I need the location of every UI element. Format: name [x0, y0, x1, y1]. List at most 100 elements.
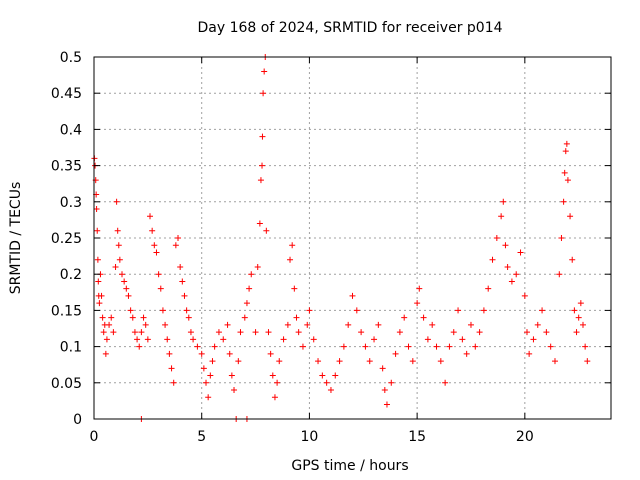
- data-point: [172, 242, 179, 249]
- data-point: [530, 336, 537, 343]
- data-point: [293, 314, 300, 321]
- data-point: [211, 343, 218, 350]
- data-point: [396, 329, 403, 336]
- data-point: [573, 329, 580, 336]
- data-point: [190, 336, 197, 343]
- data-point: [332, 372, 339, 379]
- data-point: [100, 329, 107, 336]
- data-point: [94, 256, 101, 263]
- data-point: [571, 307, 578, 314]
- data-point: [162, 321, 169, 328]
- y-axis-label: SRMTID / TECUs: [8, 182, 24, 295]
- data-point: [164, 336, 171, 343]
- data-point: [493, 235, 500, 241]
- data-point: [392, 350, 399, 357]
- data-point: [157, 285, 164, 292]
- y-tick-label: 0.35: [51, 159, 82, 175]
- data-point: [526, 350, 533, 357]
- data-point: [521, 292, 528, 299]
- data-point: [181, 292, 188, 299]
- data-point: [179, 278, 186, 285]
- data-point: [366, 358, 373, 365]
- data-point: [504, 263, 511, 270]
- data-point: [220, 336, 227, 343]
- data-point: [263, 227, 270, 234]
- data-point: [259, 133, 266, 140]
- data-point: [183, 307, 190, 314]
- data-point: [502, 242, 509, 249]
- data-point: [388, 379, 395, 386]
- data-point: [375, 321, 382, 328]
- data-point: [306, 307, 313, 314]
- data-point: [467, 321, 474, 328]
- y-tick-label: 0.45: [51, 86, 82, 102]
- data-point: [295, 329, 302, 336]
- data-point: [129, 314, 136, 321]
- data-point: [147, 213, 154, 220]
- data-point: [543, 329, 550, 336]
- data-point: [472, 343, 479, 350]
- x-tick-label: 20: [516, 429, 534, 445]
- data-point: [155, 271, 162, 278]
- data-point: [276, 358, 283, 365]
- data-point: [98, 292, 105, 299]
- data-point: [563, 140, 570, 147]
- data-point: [340, 343, 347, 350]
- data-point: [561, 169, 568, 176]
- data-point: [442, 379, 449, 386]
- data-point: [106, 321, 113, 328]
- data-point: [119, 271, 126, 278]
- data-point: [127, 307, 134, 314]
- data-point: [579, 321, 586, 328]
- data-point: [498, 213, 505, 220]
- data-point: [131, 329, 138, 336]
- data-point: [153, 249, 160, 256]
- data-point: [256, 220, 263, 227]
- y-tick-label: 0.4: [60, 122, 82, 138]
- data-point: [259, 162, 266, 169]
- data-point: [405, 343, 412, 350]
- data-point: [138, 329, 145, 336]
- data-point: [113, 198, 120, 205]
- data-point: [142, 321, 149, 328]
- data-point: [265, 329, 272, 336]
- data-point: [151, 242, 158, 249]
- data-point: [187, 329, 194, 336]
- data-point: [205, 394, 212, 401]
- data-point: [252, 329, 259, 336]
- data-point: [226, 350, 233, 357]
- data-point: [123, 285, 130, 292]
- data-point: [383, 401, 390, 408]
- data-point: [414, 300, 421, 307]
- data-point: [198, 350, 205, 357]
- data-point: [517, 249, 524, 256]
- grid-lines: [94, 57, 611, 419]
- data-point: [200, 365, 207, 372]
- data-point: [110, 329, 117, 336]
- data-point: [551, 358, 558, 365]
- data-point: [267, 350, 274, 357]
- data-point: [336, 358, 343, 365]
- data-point: [567, 213, 574, 220]
- data-point: [315, 358, 322, 365]
- data-point: [121, 278, 128, 285]
- x-tick-label: 5: [197, 429, 206, 445]
- data-point: [207, 372, 214, 379]
- y-tick-label: 0.3: [60, 195, 82, 211]
- data-point: [96, 300, 103, 307]
- data-point: [99, 314, 106, 321]
- data-point: [401, 314, 408, 321]
- data-point: [560, 198, 567, 205]
- data-point: [168, 365, 175, 372]
- data-point: [577, 300, 584, 307]
- y-tick-label: 0.15: [51, 303, 82, 319]
- data-point: [280, 336, 287, 343]
- data-point: [149, 227, 156, 234]
- data-point: [115, 242, 122, 249]
- data-point: [271, 394, 278, 401]
- data-point: [582, 343, 589, 350]
- data-point: [108, 314, 115, 321]
- data-point: [323, 379, 330, 386]
- data-point: [569, 256, 576, 263]
